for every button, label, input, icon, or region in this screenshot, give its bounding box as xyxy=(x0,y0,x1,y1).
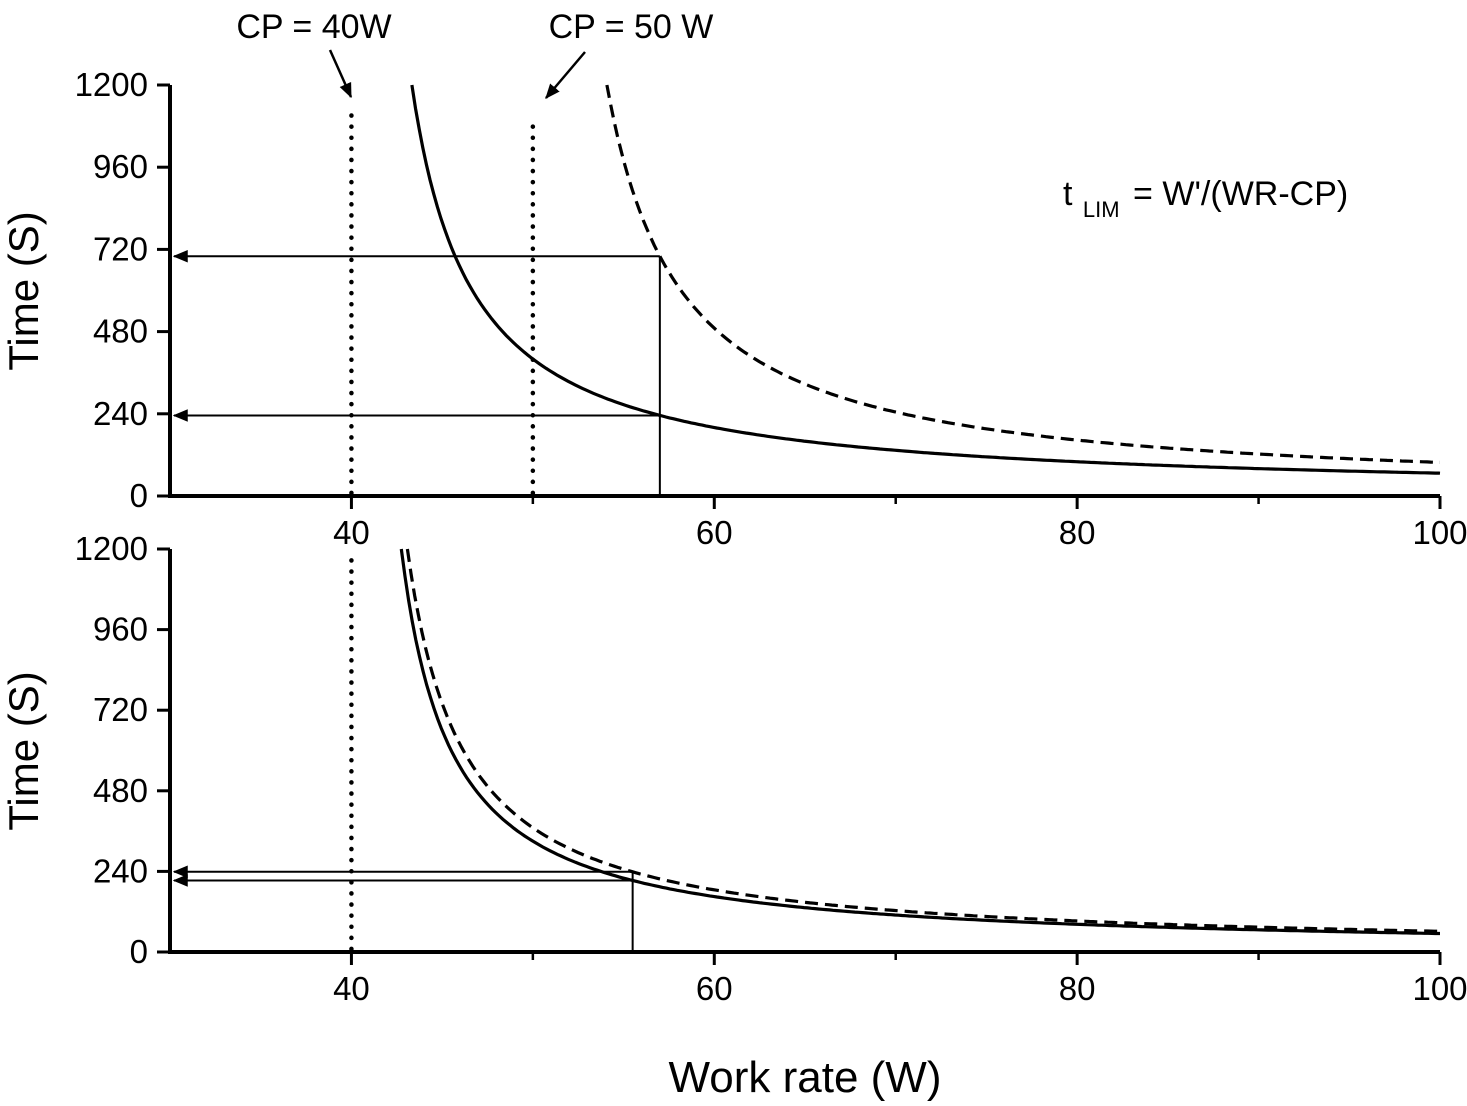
cp50-arrow-icon xyxy=(545,51,586,99)
cp40-arrow-icon xyxy=(328,49,353,99)
y-tick-label: 240 xyxy=(93,395,148,432)
y-tick-label: 240 xyxy=(93,852,148,889)
y-tick-label: 960 xyxy=(93,611,148,648)
tlim-formula: t LIM = W'/(WR-CP) xyxy=(1063,175,1348,225)
y-tick-label: 960 xyxy=(93,148,148,185)
x-tick-label: 80 xyxy=(1059,514,1096,551)
axes xyxy=(168,549,1440,954)
y-tick-label: 0 xyxy=(130,933,148,970)
cp40-label: CP = 40W xyxy=(236,8,391,46)
y-tick-label: 480 xyxy=(93,772,148,809)
x-tick-label: 60 xyxy=(696,970,733,1007)
top-chart-panel: 40 60 80 100 0 240 480 720 960 1200 xyxy=(75,66,1467,551)
formula-t: t xyxy=(1063,175,1073,213)
y-tick-label: 480 xyxy=(93,313,148,350)
x-tick-label: 40 xyxy=(333,970,370,1007)
solid-power-duration-curve xyxy=(399,548,1440,936)
axes xyxy=(168,85,1440,498)
solid-power-duration-curve xyxy=(410,84,1441,475)
bottom-chart-panel: 40 60 80 100 0 240 480 720 960 1200 xyxy=(75,530,1467,1007)
x-tick-label: 40 xyxy=(333,514,370,551)
bottom-y-axis-title: Time (S) xyxy=(0,671,47,830)
y-tick-label: 720 xyxy=(93,691,148,728)
x-tick-label: 80 xyxy=(1059,970,1096,1007)
formula-rest: = W'/(WR-CP) xyxy=(1133,175,1348,213)
dashed-power-duration-curve xyxy=(605,84,1440,464)
y-tick-label: 1200 xyxy=(75,66,148,103)
y-tick-label: 0 xyxy=(130,477,148,514)
formula-subscript: LIM xyxy=(1083,197,1120,222)
y-tick-label: 720 xyxy=(93,230,148,267)
y-tick-label: 1200 xyxy=(75,530,148,567)
x-axis-title: Work rate (W) xyxy=(669,1053,942,1102)
cp50-label: CP = 50 W xyxy=(549,8,714,46)
x-tick-label: 100 xyxy=(1412,514,1467,551)
x-tick-label: 100 xyxy=(1412,970,1467,1007)
x-tick-label: 60 xyxy=(696,514,733,551)
dashed-power-duration-curve xyxy=(405,548,1441,933)
top-y-axis-title: Time (S) xyxy=(0,211,47,370)
